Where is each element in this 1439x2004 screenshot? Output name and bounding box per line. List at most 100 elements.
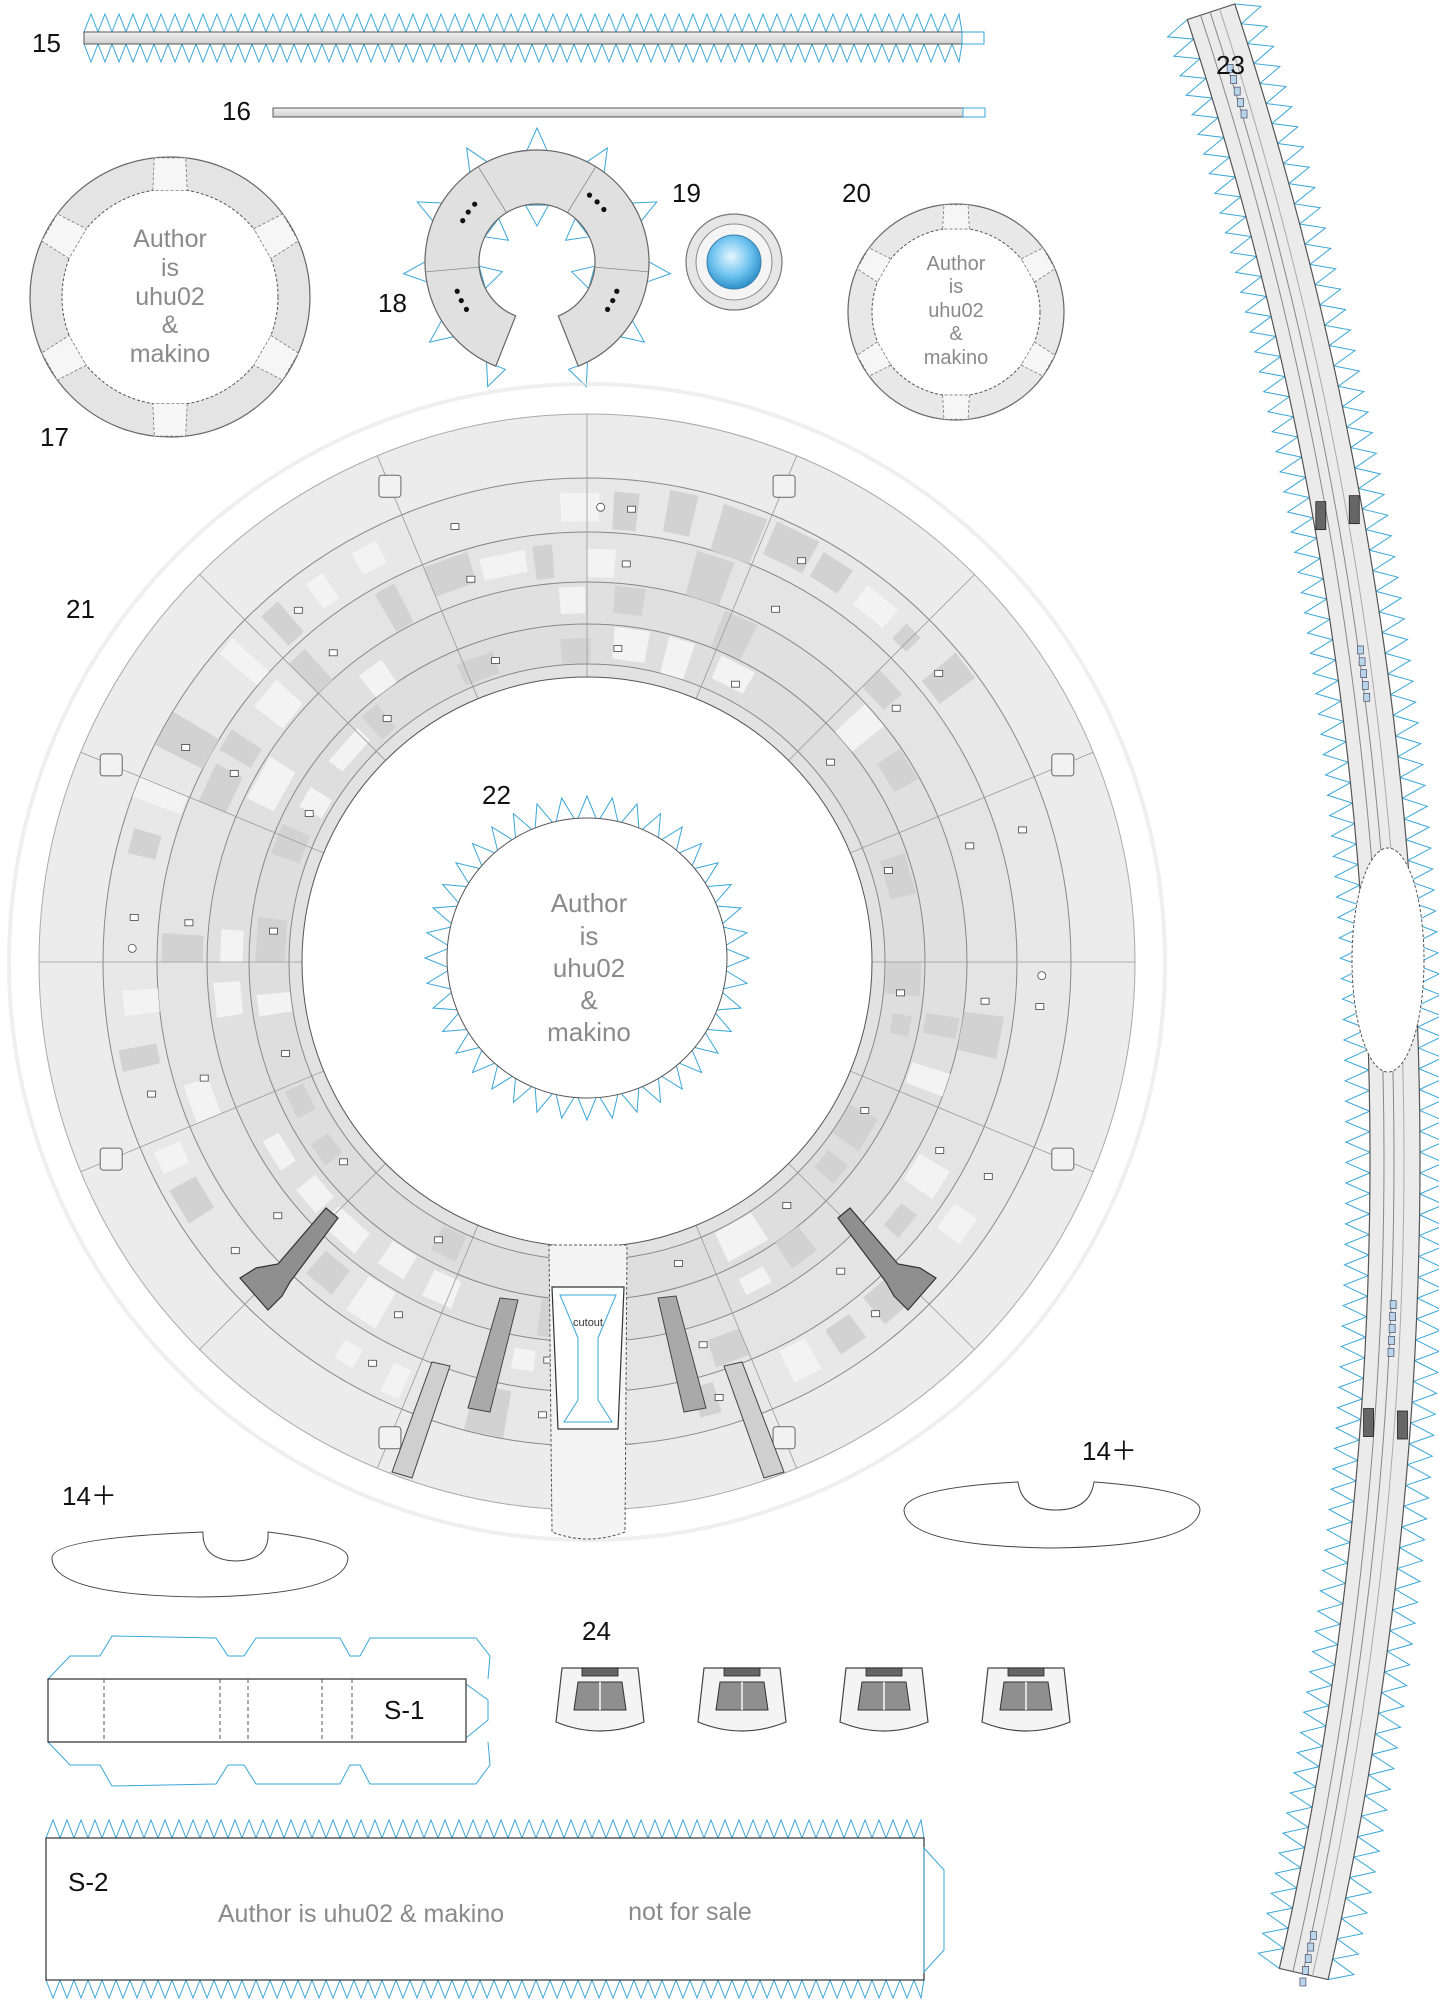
glue-tab xyxy=(1261,1927,1289,1949)
glue-tab xyxy=(478,265,504,290)
glue-tab xyxy=(1289,1786,1316,1808)
glue-tab xyxy=(1393,714,1420,737)
glue-tabs-18 xyxy=(402,126,672,388)
glue-tab xyxy=(1417,1255,1439,1278)
module-top-slot xyxy=(581,1667,619,1677)
author-text-22: Author is uhu02 & makino xyxy=(547,888,631,1047)
strip-23-details xyxy=(1226,63,1408,1987)
window-mark xyxy=(1361,681,1369,690)
glue-tab xyxy=(1375,590,1403,613)
clamp-mark xyxy=(1348,495,1360,525)
vent-mark xyxy=(860,1107,870,1114)
window-mark xyxy=(1309,1931,1317,1940)
vent-mark xyxy=(281,1050,290,1057)
hull-panel xyxy=(328,727,371,772)
vent-mark xyxy=(891,704,901,712)
glue-tab xyxy=(577,794,597,819)
hull-panel xyxy=(880,852,916,900)
glue-tab xyxy=(1379,611,1406,634)
hull-panel xyxy=(305,572,340,609)
glue-tab xyxy=(1394,1568,1422,1590)
glue-tab xyxy=(1365,529,1393,551)
hull-panel xyxy=(288,648,333,694)
hull-panel xyxy=(685,550,735,606)
svg-text:Author: Author xyxy=(133,225,207,253)
glue-tab xyxy=(1411,1381,1438,1403)
glue-tab xyxy=(564,217,591,241)
glue-tab xyxy=(1292,1766,1320,1788)
hole-mark xyxy=(596,502,606,512)
part-20-ring xyxy=(847,203,1065,421)
glue-tab xyxy=(1358,488,1386,510)
vent-mark xyxy=(627,505,636,513)
glue-tab xyxy=(1341,1897,1369,1919)
glue-tab xyxy=(1311,1644,1338,1666)
vent-mark xyxy=(538,1411,547,1419)
glue-tab xyxy=(1283,163,1311,185)
hull-details xyxy=(99,474,1075,1450)
glue-tab xyxy=(1400,776,1427,799)
glue-tab xyxy=(441,883,467,904)
glue-tab xyxy=(1256,1947,1284,1969)
vent-mark xyxy=(871,1310,881,1318)
hull-panel xyxy=(253,679,303,729)
ring-segment xyxy=(1020,341,1056,377)
hull-panel xyxy=(154,711,219,769)
window-mark xyxy=(1307,1942,1315,1952)
hull-panel xyxy=(310,1133,343,1166)
ring-segment xyxy=(41,334,87,381)
hull-panel xyxy=(587,548,616,578)
glue-tab xyxy=(679,842,703,866)
glue-tab xyxy=(1234,3,1263,25)
glue-tab xyxy=(534,802,553,828)
tab-row-top xyxy=(45,1818,925,1840)
vent-mark xyxy=(797,557,806,565)
vent-mark xyxy=(466,575,476,583)
window-mark xyxy=(1387,1348,1395,1357)
glue-tab xyxy=(1265,102,1294,124)
clamp-mark xyxy=(1363,1408,1374,1437)
module-top-slot xyxy=(723,1667,761,1677)
label-23: 23 xyxy=(1216,50,1245,80)
vent-mark xyxy=(771,605,780,613)
ring-segment xyxy=(856,247,892,283)
rivet-dot xyxy=(601,206,607,213)
glue-tab xyxy=(1319,720,1347,743)
glue-tab xyxy=(1357,1815,1385,1838)
glue-tab xyxy=(1371,1733,1399,1755)
hull-panel xyxy=(957,1011,1005,1059)
glue-tab xyxy=(431,905,457,924)
glue-tabs-22 xyxy=(423,794,751,1122)
glue-tab xyxy=(1349,1856,1377,1879)
glue-tab xyxy=(1178,58,1207,79)
glue-tab xyxy=(454,1032,480,1054)
glue-tab xyxy=(1316,1603,1344,1625)
hull-panel xyxy=(479,549,528,581)
hull-panel xyxy=(660,636,696,680)
glue-tab xyxy=(1339,1336,1366,1359)
glue-tab xyxy=(1408,1422,1436,1445)
glue-tab xyxy=(661,825,683,851)
glue-tab xyxy=(1343,1254,1369,1277)
glue-tab xyxy=(1274,436,1302,458)
glue-tab xyxy=(1304,243,1332,265)
rivet-dot xyxy=(594,199,600,205)
glue-tab xyxy=(1323,1541,1351,1564)
glue-tab xyxy=(1234,256,1262,277)
glue-tab xyxy=(679,1050,703,1074)
hull-panel xyxy=(510,1347,536,1372)
glue-tab xyxy=(1397,756,1425,778)
rivet-dots-18 xyxy=(425,166,649,312)
glue-tab xyxy=(1282,476,1310,499)
glue-tab xyxy=(1218,196,1247,218)
glue-tab xyxy=(1382,632,1409,654)
vent-mark xyxy=(434,1236,443,1244)
vent-mark xyxy=(269,927,278,935)
rivet-dot xyxy=(610,297,616,304)
glue-tab xyxy=(577,1097,597,1122)
window-mark xyxy=(1240,109,1248,119)
glue-tab xyxy=(1415,984,1439,1007)
glue-tab xyxy=(1324,324,1352,346)
glue-tab xyxy=(1309,639,1336,661)
glue-tab xyxy=(1419,1130,1439,1153)
